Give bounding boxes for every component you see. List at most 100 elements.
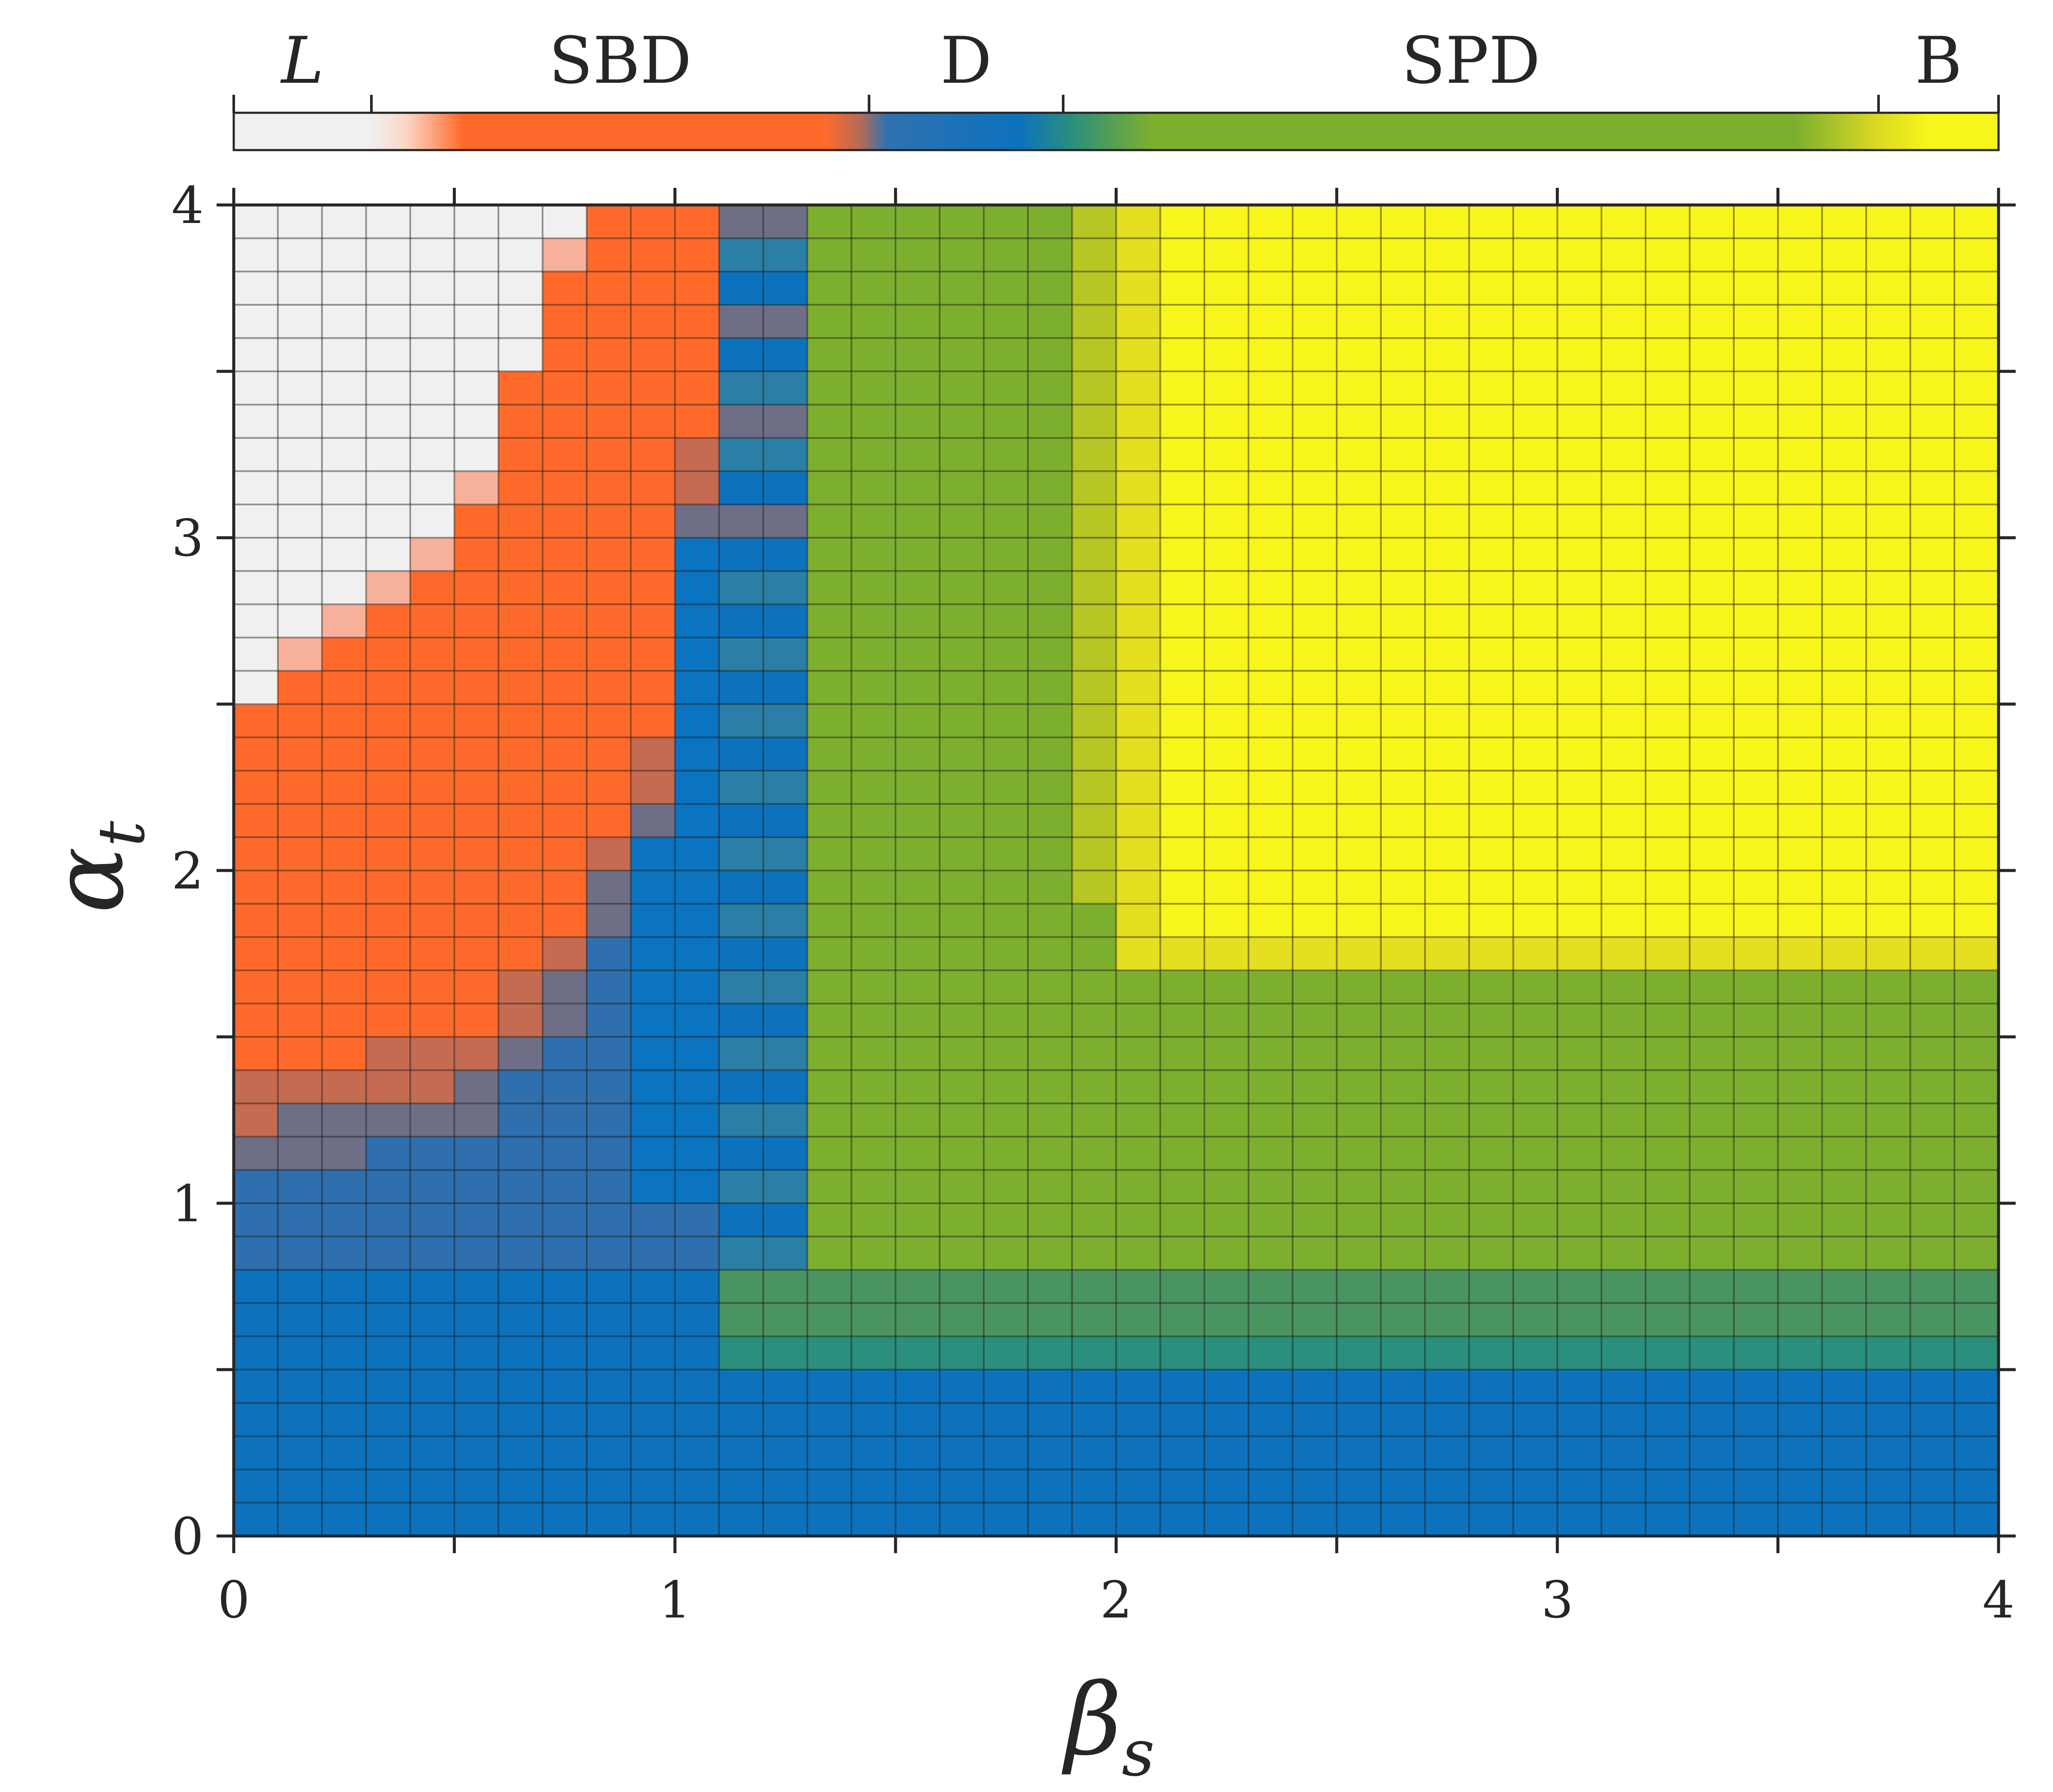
heatmap-cell bbox=[1028, 304, 1073, 338]
heatmap-cell bbox=[234, 1236, 278, 1270]
heatmap-cell bbox=[807, 671, 852, 705]
heatmap-cell bbox=[1425, 1403, 1470, 1437]
heatmap-cell bbox=[630, 404, 675, 438]
heatmap-cell bbox=[1646, 205, 1690, 239]
heatmap-cell bbox=[366, 870, 411, 904]
heatmap-cell bbox=[1778, 870, 1823, 904]
heatmap-cell bbox=[1336, 604, 1381, 638]
heatmap-cell bbox=[1822, 271, 1866, 305]
heatmap-cell bbox=[630, 937, 675, 971]
heatmap-cell bbox=[1204, 937, 1249, 971]
heatmap-cell bbox=[895, 1270, 940, 1304]
heatmap-cell bbox=[630, 338, 675, 372]
heatmap-cell bbox=[763, 1436, 808, 1470]
heatmap-cell bbox=[1866, 1103, 1911, 1137]
heatmap-cell bbox=[1425, 338, 1470, 372]
heatmap-cell bbox=[498, 1136, 543, 1170]
heatmap-cell bbox=[1910, 937, 1955, 971]
heatmap-cell bbox=[983, 338, 1028, 372]
heatmap-cell bbox=[543, 404, 587, 438]
heatmap-cell bbox=[1513, 637, 1558, 671]
heatmap-cell bbox=[940, 1136, 984, 1170]
heatmap-cell bbox=[1866, 737, 1911, 771]
heatmap-cell bbox=[277, 1503, 323, 1536]
heatmap-cell bbox=[807, 904, 852, 937]
heatmap-cell bbox=[1116, 1203, 1161, 1237]
heatmap-cell bbox=[1689, 1370, 1734, 1403]
heatmap-cell bbox=[1954, 804, 1999, 837]
heatmap-cell bbox=[1689, 1436, 1734, 1470]
heatmap-cell bbox=[1689, 1303, 1734, 1337]
heatmap-cell bbox=[1954, 1236, 1999, 1270]
heatmap-cell bbox=[1336, 1003, 1381, 1037]
heatmap-cell bbox=[1513, 238, 1558, 272]
heatmap-cell bbox=[1513, 471, 1558, 505]
heatmap-cell bbox=[1248, 637, 1293, 671]
heatmap-cell bbox=[719, 1403, 764, 1437]
heatmap-cell bbox=[1116, 704, 1161, 738]
heatmap-cell bbox=[277, 1469, 323, 1503]
heatmap-cell bbox=[1910, 671, 1955, 705]
heatmap-cell bbox=[1866, 205, 1911, 239]
heatmap-cell bbox=[1601, 504, 1646, 538]
heatmap-cell bbox=[1381, 1170, 1426, 1204]
heatmap-cell bbox=[763, 1303, 808, 1337]
heatmap-cell bbox=[940, 904, 984, 937]
heatmap-cell bbox=[1336, 1436, 1381, 1470]
heatmap-cell bbox=[1822, 304, 1866, 338]
heatmap-cell bbox=[1293, 538, 1337, 572]
heatmap-cell bbox=[763, 338, 808, 372]
heatmap-cell bbox=[719, 1469, 764, 1503]
heatmap-cell bbox=[630, 304, 675, 338]
heatmap-cell bbox=[410, 1436, 455, 1470]
heatmap-cell bbox=[1954, 205, 1999, 239]
heatmap-cell bbox=[895, 438, 940, 472]
heatmap-cell bbox=[1381, 1270, 1426, 1304]
heatmap-cell bbox=[719, 1270, 764, 1304]
heatmap-cell bbox=[1689, 1403, 1734, 1437]
heatmap-cell bbox=[1072, 771, 1117, 804]
heatmap-cell bbox=[1954, 271, 1999, 305]
heatmap-cell bbox=[1954, 1469, 1999, 1503]
heatmap-cell bbox=[940, 1370, 984, 1403]
heatmap-cell bbox=[1866, 1503, 1911, 1536]
heatmap-cell bbox=[1733, 870, 1779, 904]
heatmap-cell bbox=[1293, 604, 1337, 638]
heatmap-cell bbox=[587, 371, 631, 405]
heatmap-cell bbox=[1204, 1503, 1249, 1536]
heatmap-cell bbox=[851, 1037, 896, 1071]
heatmap-cell bbox=[1293, 904, 1337, 937]
heatmap-cell bbox=[719, 1136, 764, 1170]
heatmap-cell bbox=[1248, 1203, 1293, 1237]
heatmap-cell bbox=[1072, 637, 1117, 671]
heatmap-cell bbox=[410, 1503, 455, 1536]
heatmap-cell bbox=[1116, 1370, 1161, 1403]
heatmap-cell bbox=[940, 504, 984, 538]
heatmap-cell bbox=[498, 471, 543, 505]
heatmap-cell bbox=[1513, 1469, 1558, 1503]
heatmap-cell bbox=[940, 271, 984, 305]
heatmap-cell bbox=[454, 271, 499, 305]
heatmap-cell bbox=[807, 737, 852, 771]
heatmap-cell bbox=[543, 1336, 587, 1370]
heatmap-cell bbox=[630, 1070, 675, 1104]
heatmap-cell bbox=[675, 904, 720, 937]
heatmap-cell bbox=[940, 538, 984, 572]
heatmap-cell bbox=[1778, 438, 1823, 472]
heatmap-cell bbox=[1381, 371, 1426, 405]
heatmap-cell bbox=[630, 1336, 675, 1370]
heatmap-cell bbox=[498, 1303, 543, 1337]
heatmap-cell bbox=[1646, 238, 1690, 272]
heatmap-cell bbox=[763, 504, 808, 538]
heatmap-cell bbox=[1336, 1203, 1381, 1237]
heatmap-cell bbox=[1601, 1336, 1646, 1370]
heatmap-cell bbox=[630, 1003, 675, 1037]
heatmap-cell bbox=[1513, 837, 1558, 871]
heatmap-cell bbox=[1072, 1236, 1117, 1270]
heatmap-cell bbox=[1557, 1436, 1602, 1470]
heatmap-cell bbox=[1557, 671, 1602, 705]
heatmap-cell bbox=[1116, 737, 1161, 771]
heatmap-cell bbox=[587, 1336, 631, 1370]
heatmap-cell bbox=[1072, 1070, 1117, 1104]
heatmap-cell bbox=[1954, 338, 1999, 372]
